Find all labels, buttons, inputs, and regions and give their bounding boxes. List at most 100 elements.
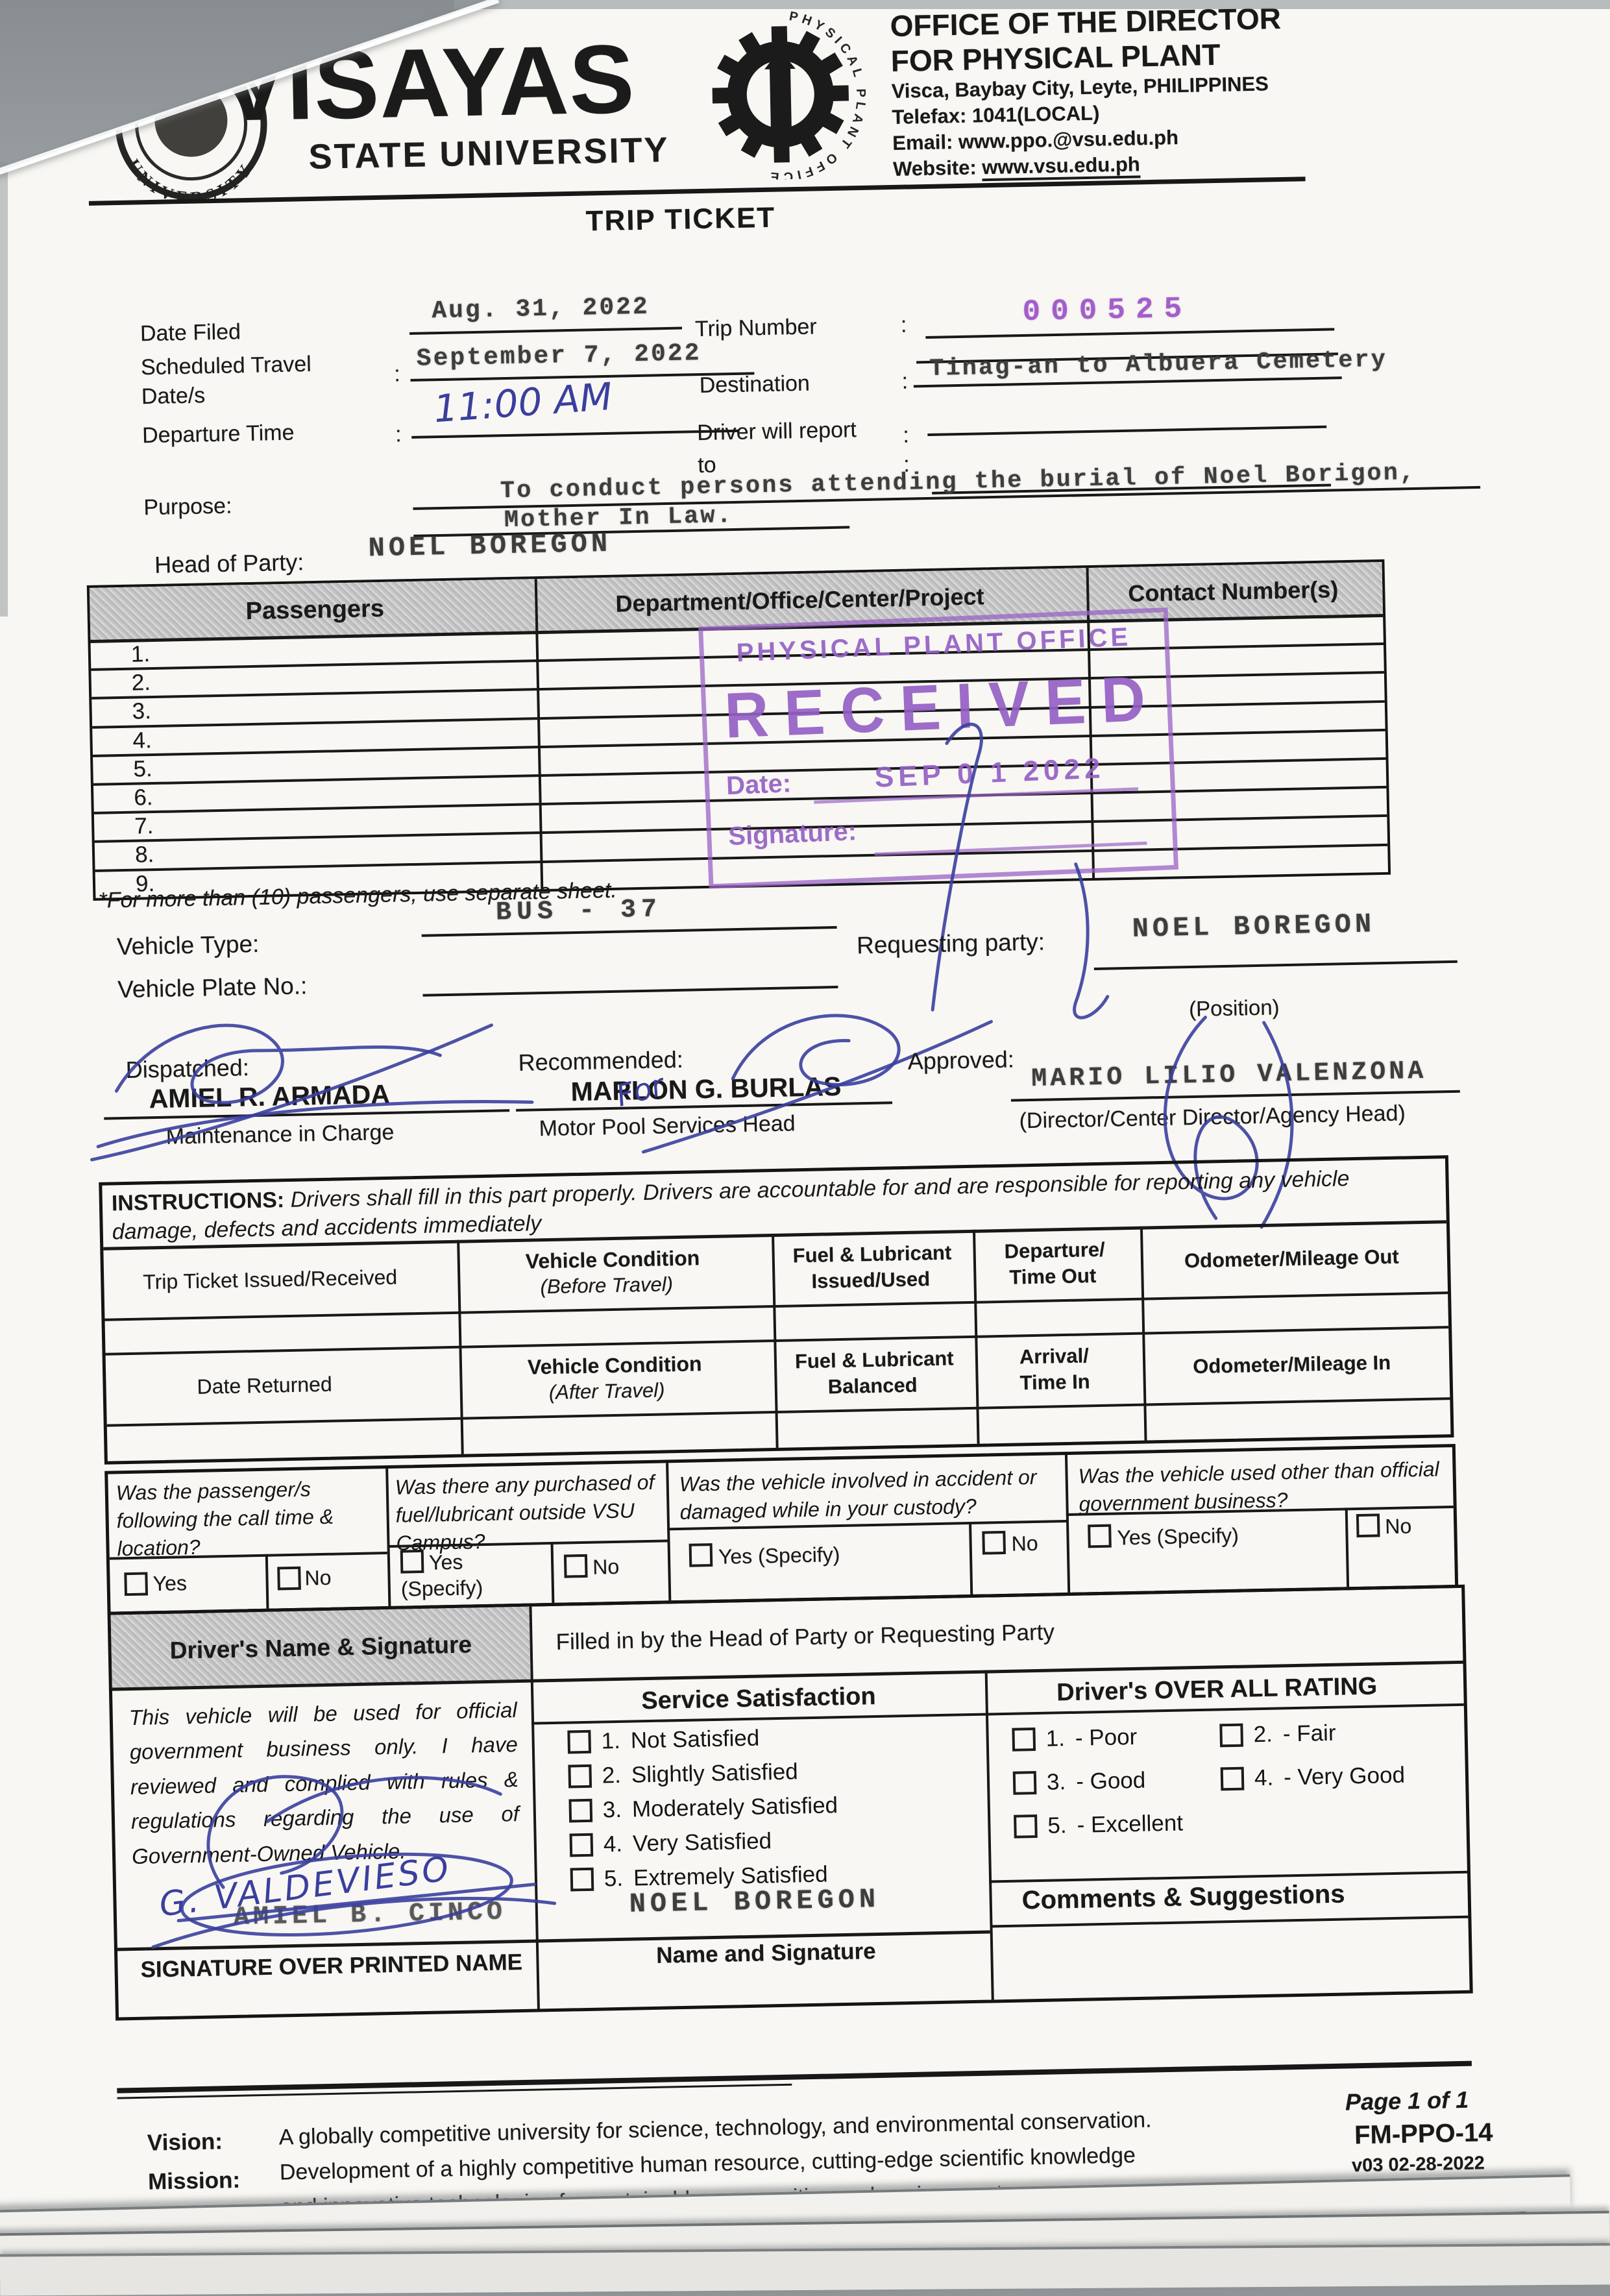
instr-line xyxy=(106,1397,1450,1427)
q1-yes-label: Yes xyxy=(152,1571,188,1596)
row-number: 8. xyxy=(134,842,154,868)
destination-colon: : xyxy=(901,369,909,394)
destination-label: Destination xyxy=(699,371,811,398)
footer-rule xyxy=(117,2060,1472,2094)
website-url[interactable]: www.vsu.edu.ph xyxy=(981,153,1141,182)
form-version: v03 02-28-2022 xyxy=(1351,2153,1485,2177)
scheduled-value: September 7, 2022 xyxy=(416,339,701,373)
requesting-party-label: Requesting party: xyxy=(856,928,1045,959)
instr-r2c4b: Time In xyxy=(1019,1370,1091,1395)
name-and-signature: Name and Signature xyxy=(655,1938,877,1968)
website-label: Website: xyxy=(892,156,982,180)
instr-r2c1: Date Returned xyxy=(197,1372,333,1398)
row-number: 1. xyxy=(130,641,151,667)
q4-yes-checkbox[interactable] xyxy=(1088,1524,1112,1548)
trip-number-colon: : xyxy=(900,312,907,337)
instructions-box: INSTRUCTIONS: Drivers shall fill in this… xyxy=(99,1155,1454,1465)
rating-3-checkbox[interactable] xyxy=(1012,1771,1037,1795)
date-filed-label: Date Filed xyxy=(140,319,241,347)
rating-option-row: 5. - Excellent xyxy=(1014,1809,1222,1839)
rating-2-checkbox[interactable] xyxy=(1219,1723,1244,1748)
instr-r1c4a: Departure/ xyxy=(1004,1238,1106,1263)
vision-text: A globally competitive university for sc… xyxy=(278,2107,1152,2150)
q-vline xyxy=(968,1521,973,1595)
page-number: Page 1 of 1 xyxy=(1345,2086,1469,2116)
university-subname: STATE UNIVERSITY xyxy=(308,130,670,177)
vehicle-plate-label: Vehicle Plate No.: xyxy=(117,972,308,1003)
rating-1-checkbox[interactable] xyxy=(1012,1728,1036,1752)
recommended-signature xyxy=(641,1014,994,1154)
scheduled-label-1: Scheduled Travel xyxy=(140,352,312,380)
option-num: 1. xyxy=(601,1728,621,1754)
stamp-office: PHYSICAL PLANT OFFICE xyxy=(735,622,1132,668)
vehicle-type-value: BUS - 37 xyxy=(495,895,663,928)
option-label: - Fair xyxy=(1282,1720,1336,1747)
instr-r2c5: Odometer/Mileage In xyxy=(1192,1350,1391,1378)
option-num: 4. xyxy=(603,1831,623,1857)
row-number: 2. xyxy=(131,670,151,696)
option-num: 2. xyxy=(602,1762,622,1789)
office-line2: FOR PHYSICAL PLANT xyxy=(890,37,1221,79)
option-num: 1. xyxy=(1045,1726,1066,1752)
instr-r1c1: Trip Ticket Issued/Received xyxy=(142,1265,398,1294)
instr-r2c3a: Fuel & Lubricant xyxy=(794,1347,954,1373)
option-label: - Poor xyxy=(1075,1724,1138,1751)
purpose-label: Purpose: xyxy=(143,493,232,520)
comments-header: Comments & Suggestions xyxy=(1021,1879,1345,1915)
overall-rating-header: Driver's OVER ALL RATING xyxy=(1056,1672,1378,1707)
rating-5-checkbox[interactable] xyxy=(1014,1814,1038,1838)
departure-line xyxy=(411,429,740,439)
q4-no-label: No xyxy=(1384,1514,1412,1539)
option-num: 4. xyxy=(1254,1765,1274,1791)
instr-line xyxy=(104,1291,1448,1321)
approved-signature xyxy=(1163,1016,1294,1229)
mission-line1: Development of a highly competitive huma… xyxy=(279,2143,1136,2185)
service-satisfaction-header: Service Satisfaction xyxy=(641,1682,876,1715)
question-3: Was the vehicle involved in accident or … xyxy=(679,1465,1037,1524)
rating-option-row: 3. - Good xyxy=(1012,1766,1221,1796)
service-option-row: 2. Slightly Satisfied xyxy=(568,1755,984,1790)
q4-no-checkbox[interactable] xyxy=(1356,1513,1380,1538)
dispatched-signature xyxy=(90,1023,534,1162)
instr-r1c5: Odometer/Mileage Out xyxy=(1184,1245,1400,1273)
departure-colon: : xyxy=(395,422,402,447)
option-num: 5. xyxy=(604,1865,624,1892)
pen-squiggle xyxy=(931,722,1110,1020)
q1-yes-checkbox[interactable] xyxy=(124,1572,149,1596)
col-passengers: Passengers xyxy=(245,594,385,626)
q2-yes-specify-label: (Specify) xyxy=(400,1576,483,1601)
d-vline xyxy=(984,1670,994,2000)
rating-option-row: 2. - Fair xyxy=(1219,1718,1434,1749)
rating-4-checkbox[interactable] xyxy=(1220,1766,1245,1791)
instr-line xyxy=(105,1326,1449,1356)
col-contact: Contact Number(s) xyxy=(1127,576,1339,607)
q2-yes-checkbox[interactable] xyxy=(400,1549,424,1574)
driver-signature xyxy=(151,1775,557,1949)
stamp-date-label: Date: xyxy=(726,769,792,801)
option-label: - Very Good xyxy=(1283,1762,1406,1790)
vision-label: Vision: xyxy=(147,2129,223,2156)
physical-plant-gear-icon: PHYSICAL PLANT OFFICE xyxy=(712,8,870,181)
q2-no-checkbox[interactable] xyxy=(563,1554,588,1578)
option-label: - Good xyxy=(1075,1767,1146,1794)
date-filed-value: Aug. 31, 2022 xyxy=(431,293,650,326)
q1-no-checkbox[interactable] xyxy=(277,1566,301,1591)
form-title: TRIP TICKET xyxy=(585,201,776,238)
requesting-typed-name: NOEL BOREGON xyxy=(629,1883,881,1920)
instr-r1c4b: Time Out xyxy=(1009,1264,1097,1289)
q1-no-label: No xyxy=(304,1565,332,1590)
option-num: 2. xyxy=(1253,1721,1273,1748)
mission-label: Mission: xyxy=(147,2167,241,2195)
service-option-row: 4. Very Satisfied xyxy=(569,1824,985,1859)
vehicle-type-label: Vehicle Type: xyxy=(116,930,260,960)
q2-no-label: No xyxy=(592,1554,620,1579)
row-number: 6. xyxy=(133,785,153,811)
vehicle-type-line xyxy=(421,925,837,937)
option-label: Very Satisfied xyxy=(632,1828,772,1857)
scanner-top-edge xyxy=(454,0,1610,9)
instr-r2c4a: Arrival/ xyxy=(1019,1344,1090,1369)
q3-yes-checkbox[interactable] xyxy=(689,1543,713,1567)
q3-no-checkbox[interactable] xyxy=(982,1530,1006,1555)
